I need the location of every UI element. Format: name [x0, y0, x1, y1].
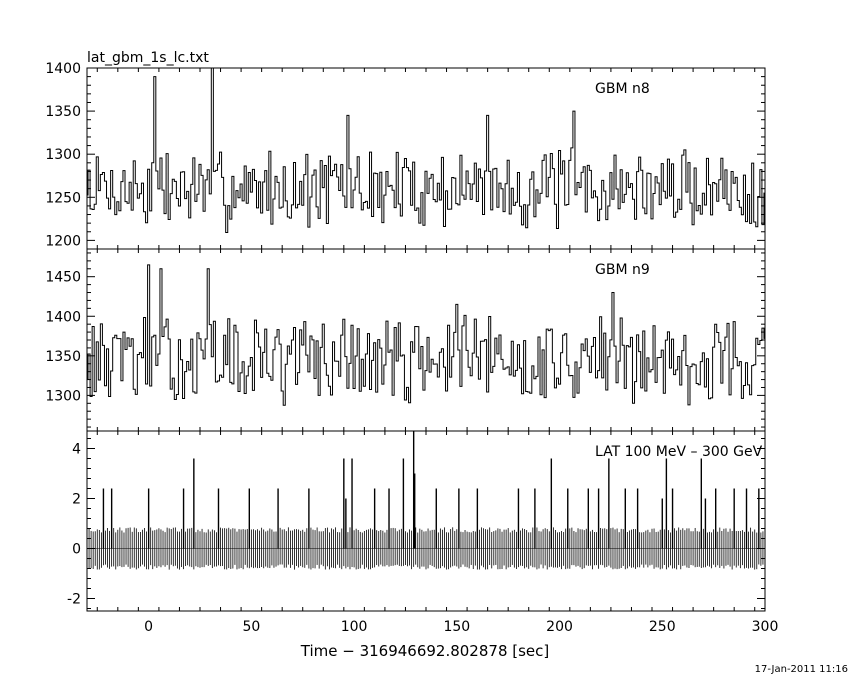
- panel-3: -2 0 2 4 LAT 100 MeV – 300 GeV: [67, 430, 766, 612]
- y-tick-label: 1350: [45, 349, 81, 365]
- panel-1: 1200 1250 1300 1350 1400 GBM n8: [45, 61, 766, 250]
- panel-data-layer: [87, 68, 765, 234]
- date-stamp: 17-Jan-2011 11:16: [755, 664, 848, 675]
- x-tick-label: 200: [546, 619, 573, 635]
- x-axis-label: Time − 316946692.802878 [sec]: [300, 642, 550, 660]
- panel-frame: [86, 248, 766, 432]
- light-curve-series: [87, 68, 765, 234]
- x-tick-label: 50: [242, 619, 260, 635]
- series-name: GBM n8: [595, 81, 650, 97]
- light-curve-panels: 1200 1250 1300 1350 1400 GBM n8 1300 1350 1400 14…: [45, 61, 778, 635]
- series-name: LAT 100 MeV – 300 GeV: [595, 444, 763, 460]
- y-tick-label: 1300: [45, 388, 81, 404]
- y-tick-label: 1400: [45, 61, 81, 77]
- y-tick-label: 1400: [45, 309, 81, 325]
- panel-frame: [86, 67, 766, 250]
- y-tick-label: 4: [72, 442, 81, 458]
- figure-title: lat_gbm_1s_lc.txt: [87, 50, 209, 66]
- panel-data-layer: [87, 431, 765, 570]
- x-tick-label: 250: [649, 619, 676, 635]
- x-tick-label: 150: [443, 619, 470, 635]
- y-tick-label: 2: [72, 492, 81, 508]
- y-tick-label: 1350: [45, 104, 81, 120]
- x-tick-label: 0: [144, 619, 153, 635]
- series-name: GBM n9: [595, 262, 650, 278]
- panel-data-layer: [87, 264, 765, 406]
- y-tick-label: 1450: [45, 270, 81, 286]
- light-curve-series: [87, 264, 765, 406]
- y-tick-label: 1250: [45, 190, 81, 206]
- x-tick-label: 100: [341, 619, 368, 635]
- y-tick-label: 0: [72, 542, 81, 558]
- y-tick-label: -2: [67, 592, 81, 608]
- x-tick-label: 300: [752, 619, 779, 635]
- panel-2: 1300 1350 1400 1450 GBM n9: [45, 248, 766, 432]
- y-tick-label: 1200: [45, 233, 81, 249]
- y-tick-label: 1300: [45, 147, 81, 163]
